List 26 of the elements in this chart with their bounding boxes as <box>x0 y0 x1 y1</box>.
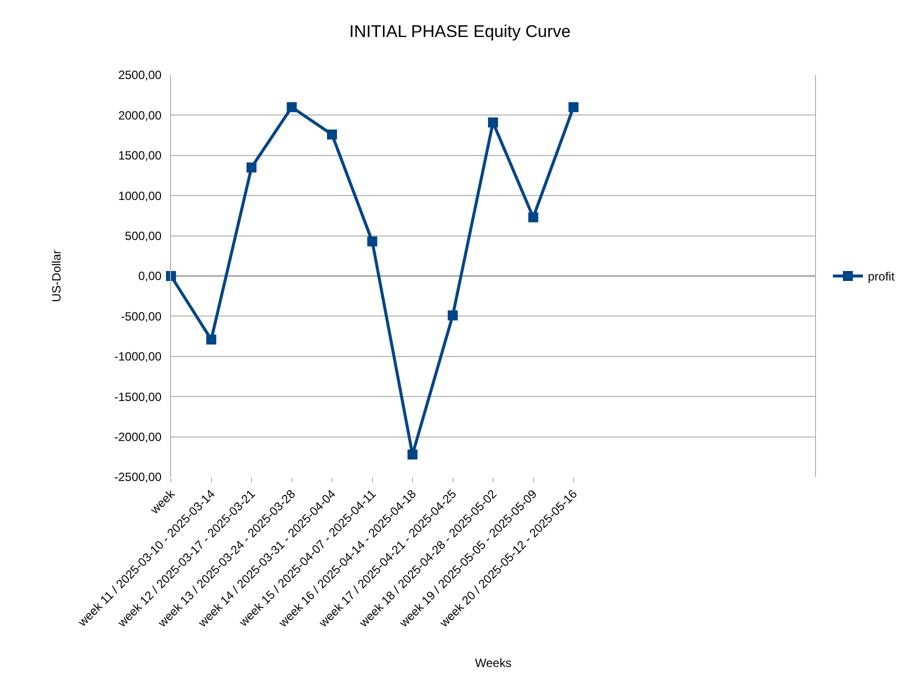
point <box>408 449 418 460</box>
point <box>206 334 216 345</box>
y-axis-title: US-Dollar <box>50 250 64 302</box>
point <box>367 236 378 246</box>
y-tick-label: -1000,00 <box>114 350 162 364</box>
legend-label: profit <box>868 270 896 284</box>
point <box>166 271 176 281</box>
point <box>286 102 297 112</box>
point <box>528 212 538 222</box>
y-tick-label: -500,00 <box>120 309 162 324</box>
y-tick-label: 2000,00 <box>118 108 162 122</box>
point <box>246 162 256 172</box>
y-tick-label: -1500,00 <box>114 390 162 404</box>
point <box>327 130 337 140</box>
y-tick-label: -2000,00 <box>114 430 162 444</box>
y-tick-label: 1500,00 <box>118 148 162 163</box>
point <box>488 117 498 128</box>
y-tick-label: -2500,00 <box>114 470 162 484</box>
y-tick-label: 500,00 <box>124 229 162 243</box>
point <box>568 102 578 112</box>
y-tick-label: 2500,00 <box>118 68 162 82</box>
y-tick-label: 0,00 <box>138 269 162 284</box>
y-tick-label: 1000,00 <box>118 188 162 203</box>
point <box>448 310 458 320</box>
chart-title: INITIAL PHASE Equity Curve <box>349 22 571 42</box>
x-axis-title: Weeks <box>475 656 512 670</box>
